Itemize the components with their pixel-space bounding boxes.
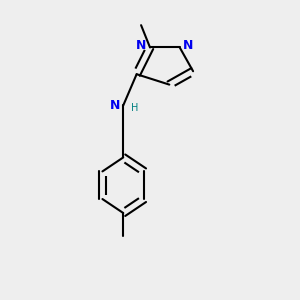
Text: N: N: [110, 99, 120, 112]
Text: N: N: [136, 39, 146, 52]
Text: H: H: [131, 103, 138, 113]
Text: N: N: [183, 39, 194, 52]
